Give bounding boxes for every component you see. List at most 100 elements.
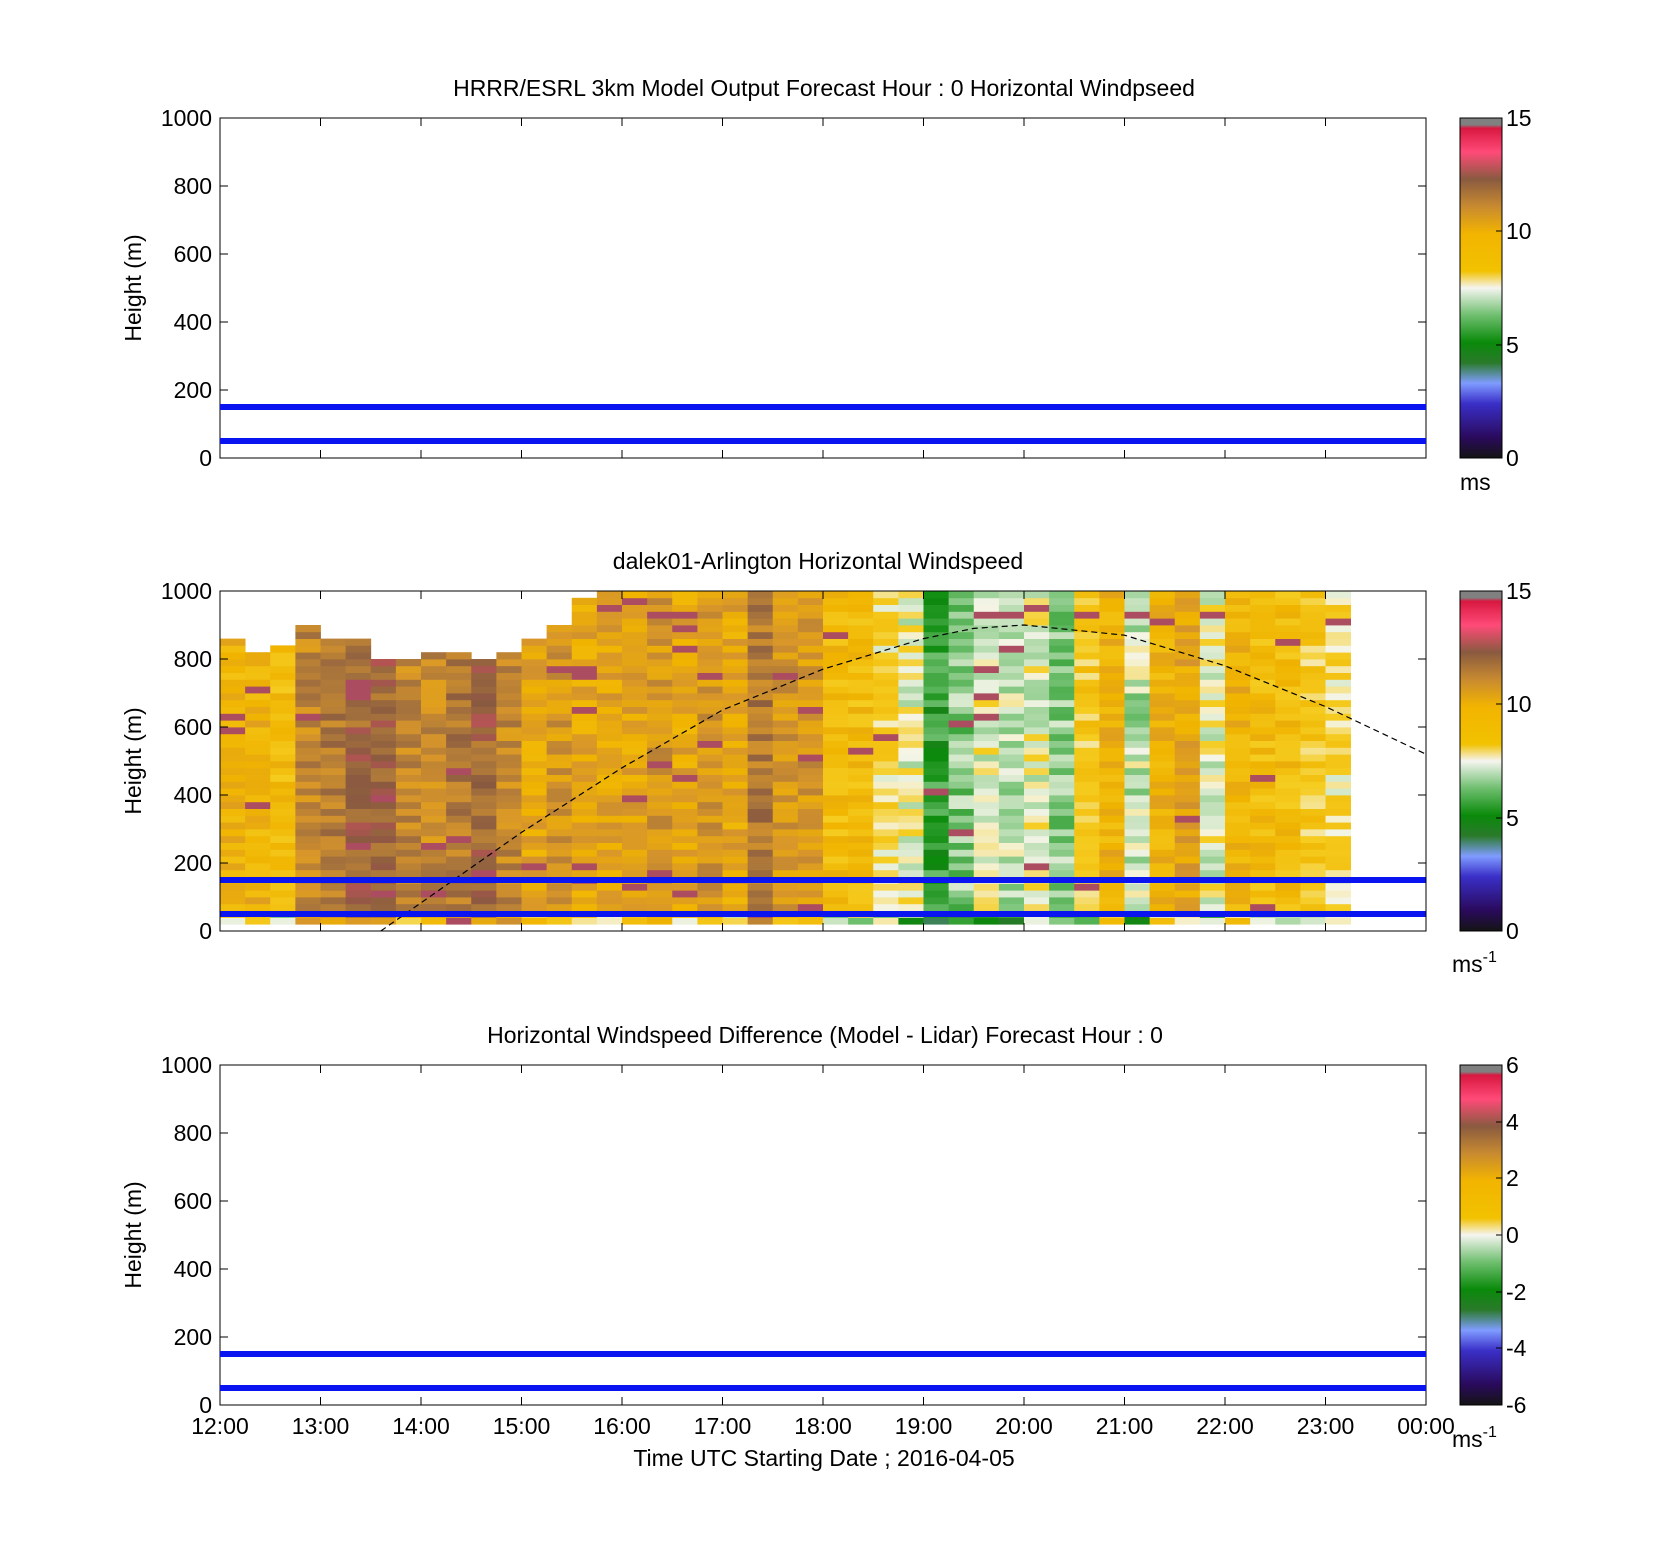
heatmap-cell <box>295 856 321 864</box>
heatmap-cell <box>496 774 522 782</box>
y-tick-label: 400 <box>174 1256 212 1282</box>
heatmap-cell <box>220 679 246 687</box>
heatmap-cell <box>1275 774 1301 782</box>
heatmap-cell <box>797 754 824 762</box>
heatmap-cell <box>797 903 824 911</box>
heatmap-cell <box>446 754 472 762</box>
heatmap-cell <box>647 808 673 816</box>
heatmap-cell <box>596 638 623 646</box>
heatmap-cell <box>898 842 924 850</box>
heatmap-cell <box>596 733 623 741</box>
heatmap-cell <box>747 645 774 653</box>
heatmap-cell <box>898 849 924 857</box>
heatmap-cell <box>898 638 924 646</box>
heatmap-cell <box>948 625 975 633</box>
heatmap-cell <box>998 740 1025 748</box>
heatmap-cell <box>647 754 673 762</box>
heatmap-cell <box>1325 625 1352 633</box>
heatmap-cell <box>873 767 899 775</box>
heatmap-cell <box>797 849 824 857</box>
heatmap-cell <box>898 761 924 769</box>
heatmap-cell <box>1250 767 1276 775</box>
heatmap-cell <box>1049 781 1075 789</box>
heatmap-cell <box>722 604 749 612</box>
heatmap-cell <box>1325 665 1352 673</box>
heatmap-cell <box>697 883 723 891</box>
heatmap-cell <box>446 781 472 789</box>
heatmap-cell <box>998 754 1025 762</box>
heatmap-cell <box>320 801 347 809</box>
heatmap-cell <box>1325 869 1352 877</box>
heatmap-cell <box>1300 917 1326 925</box>
heatmap-cell <box>772 706 799 714</box>
heatmap-cell <box>873 631 899 639</box>
heatmap-cell <box>1074 638 1100 646</box>
heatmap-cell <box>1325 638 1352 646</box>
heatmap-cell <box>998 611 1025 619</box>
heatmap-cell <box>1300 801 1326 809</box>
heatmap-cell <box>672 693 698 701</box>
heatmap-cell <box>1049 869 1075 877</box>
heatmap-cell <box>973 727 1000 735</box>
heatmap-cell <box>973 713 1000 721</box>
heatmap-cell <box>571 829 598 837</box>
heatmap-cell <box>923 842 950 850</box>
heatmap-cell <box>1250 788 1276 796</box>
heatmap-cell <box>873 808 899 816</box>
y-tick: 800 <box>174 1120 1426 1146</box>
heatmap-cell <box>1149 611 1176 619</box>
heatmap-cell <box>1174 761 1201 769</box>
heatmap-cell <box>1049 897 1075 905</box>
heatmap-cell <box>270 713 296 721</box>
heatmap-cell <box>1275 727 1301 735</box>
heatmap-cell <box>848 897 874 905</box>
heatmap-cell <box>320 686 347 694</box>
heatmap-cell <box>320 897 347 905</box>
heatmap-cell <box>1199 638 1226 646</box>
heatmap-cell <box>747 740 774 748</box>
heatmap-cell <box>823 801 849 809</box>
heatmap-cell <box>772 774 799 782</box>
heatmap-cell <box>1300 842 1326 850</box>
heatmap-cell <box>1149 706 1176 714</box>
heatmap-cell <box>1250 774 1276 782</box>
heatmap-cell <box>1174 849 1201 857</box>
heatmap-cell <box>998 822 1025 830</box>
heatmap-cell <box>345 747 372 755</box>
heatmap-cell <box>998 706 1025 714</box>
heatmap-cell <box>521 822 548 830</box>
heatmap-cell <box>345 754 372 762</box>
heatmap-cell <box>395 659 422 667</box>
heatmap-cell <box>672 869 698 877</box>
heatmap-cell <box>797 767 824 775</box>
heatmap-cell <box>998 856 1025 864</box>
heatmap-cell <box>421 747 447 755</box>
heatmap-cell <box>245 842 271 850</box>
heatmap-cell <box>596 699 623 707</box>
heatmap-cell <box>622 652 648 660</box>
heatmap-cell <box>295 883 321 891</box>
heatmap-cell <box>1325 842 1352 850</box>
heatmap-cell <box>973 863 1000 871</box>
heatmap-cell <box>772 693 799 701</box>
heatmap-cell <box>1099 815 1125 823</box>
heatmap-cell <box>973 672 1000 680</box>
heatmap-cell <box>998 849 1025 857</box>
heatmap-cell <box>697 631 723 639</box>
heatmap-cell <box>998 625 1025 633</box>
heatmap-cell <box>1250 618 1276 626</box>
heatmap-cell <box>295 665 321 673</box>
heatmap-cell <box>320 693 347 701</box>
heatmap-cell <box>596 720 623 728</box>
heatmap-cell <box>571 686 598 694</box>
heatmap-cell <box>1325 767 1352 775</box>
heatmap-cell <box>672 733 698 741</box>
heatmap-cell <box>1124 625 1151 633</box>
heatmap-cell <box>295 835 321 843</box>
heatmap-cell <box>421 856 447 864</box>
heatmap-cell <box>797 733 824 741</box>
heatmap-cell <box>1049 733 1075 741</box>
heatmap-cell <box>1074 849 1100 857</box>
heatmap-cell <box>898 801 924 809</box>
heatmap-cell <box>1275 591 1301 599</box>
